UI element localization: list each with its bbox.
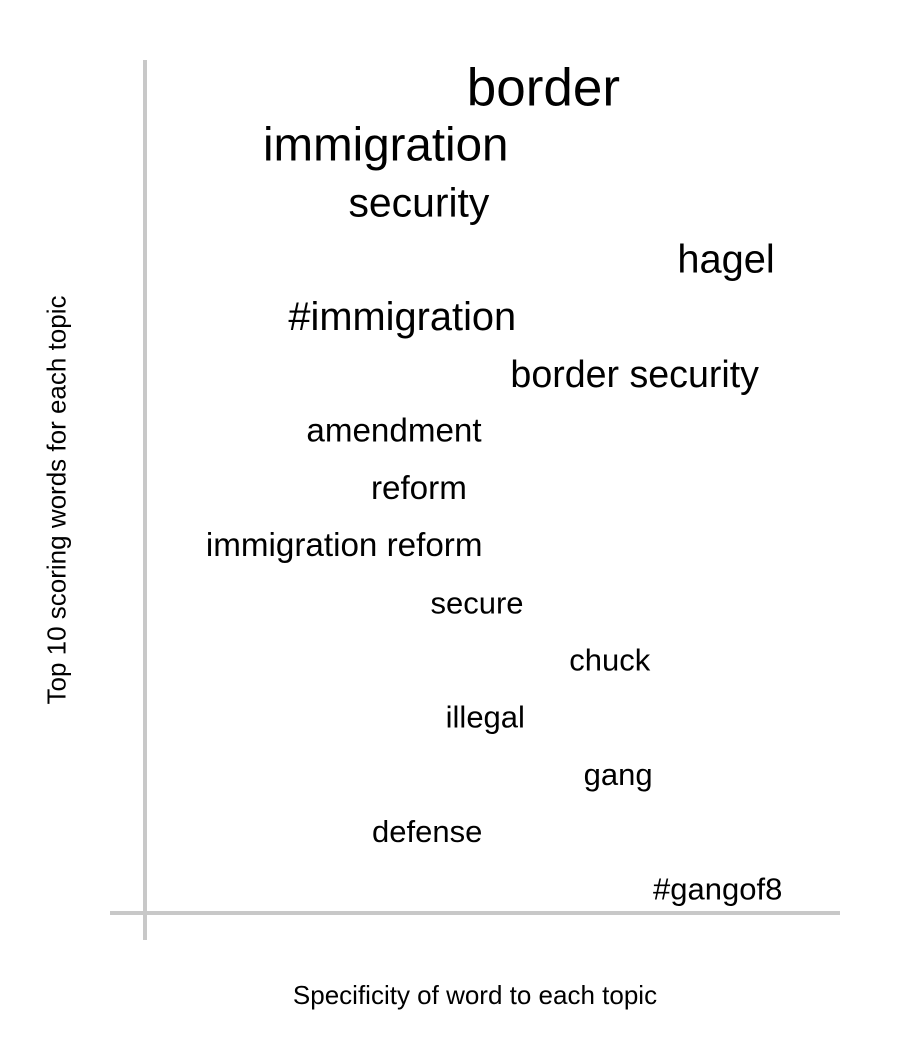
word-label: defense: [372, 814, 482, 849]
word-label: amendment: [306, 413, 481, 450]
word-label: #gangof8: [653, 871, 782, 906]
word-label: border security: [510, 353, 759, 395]
word-label: border: [467, 59, 620, 118]
x-axis-title: Specificity of word to each topic: [292, 980, 658, 1010]
word-label: immigration reform: [206, 527, 483, 564]
word-label: immigration: [263, 119, 508, 172]
word-label: gang: [584, 757, 653, 792]
word-label: illegal: [446, 700, 525, 735]
word-label: reform: [371, 470, 467, 507]
word-label: #immigration: [288, 295, 516, 339]
word-label: chuck: [569, 643, 650, 678]
y-axis-title: Top 10 scoring words for each topic: [41, 295, 72, 705]
word-label: security: [348, 179, 489, 225]
word-label: hagel: [677, 238, 774, 282]
word-label: secure: [430, 585, 523, 620]
